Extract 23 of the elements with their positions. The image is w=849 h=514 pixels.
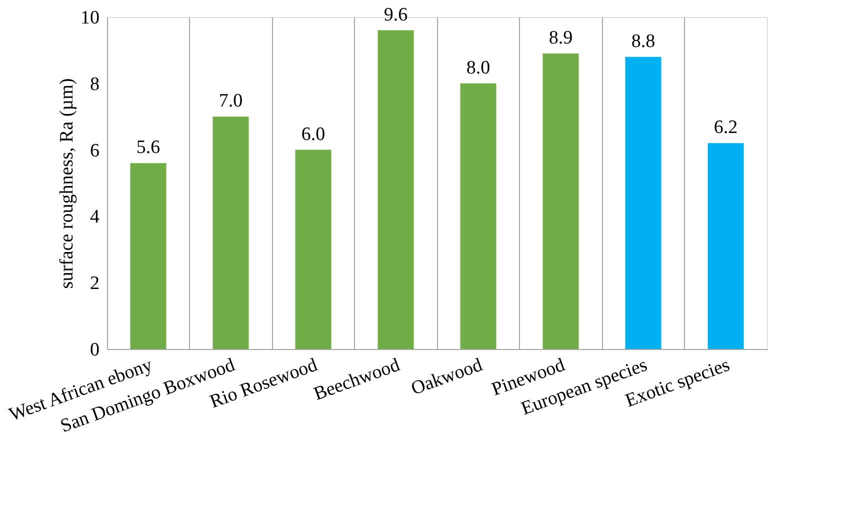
data-label: 6.0: [301, 124, 326, 145]
y-tick-label: 2: [90, 273, 100, 294]
data-label: 8.0: [466, 57, 490, 78]
bar: [295, 150, 332, 349]
data-label: 9.6: [384, 4, 408, 26]
bar: [542, 54, 579, 349]
data-label: 6.2: [714, 117, 738, 138]
bar: [378, 30, 414, 349]
y-tick-label: 10: [80, 8, 100, 28]
y-tick-label: 0: [90, 340, 100, 360]
data-label: 7.0: [218, 90, 243, 112]
y-axis-title: surface roughness, Ra (µm): [56, 78, 78, 289]
bar: [708, 143, 744, 349]
y-tick-label: 8: [90, 74, 100, 95]
data-label: 5.6: [136, 137, 160, 158]
data-label: 8.9: [548, 28, 573, 49]
bar: [212, 116, 249, 349]
bar: [460, 83, 496, 349]
data-label: 8.8: [631, 30, 656, 52]
bar: [130, 163, 166, 349]
y-tick-label: 4: [90, 206, 100, 228]
y-tick-label: 6: [90, 140, 100, 162]
bar: [625, 56, 662, 349]
